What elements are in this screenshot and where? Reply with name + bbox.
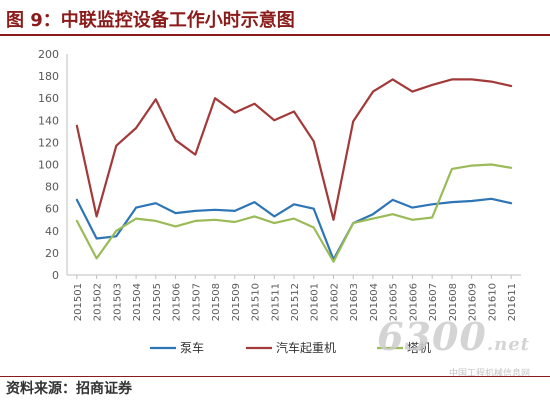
y-tick-label: 20: [45, 247, 59, 260]
legend-label: 泵车: [180, 340, 204, 355]
y-tick-label: 160: [38, 92, 59, 105]
x-tick-label: 201609: [468, 283, 479, 321]
watermark-logo-number: 6300: [377, 314, 487, 359]
x-tick-label: 201503: [112, 283, 123, 321]
x-tick-label: 201510: [251, 283, 262, 321]
x-tick-label: 201504: [132, 283, 143, 321]
footer-divider: [0, 376, 550, 377]
figure-title: 图 9：中联监控设备工作小时示意图: [6, 10, 295, 31]
x-tick-label: 201505: [152, 283, 163, 321]
y-tick-label: 80: [45, 181, 59, 194]
x-tick-label: 201512: [290, 283, 301, 321]
x-tick-label: 201507: [191, 283, 202, 321]
y-tick-label: 60: [45, 203, 59, 216]
series-line: [75, 163, 513, 263]
x-tick-label: 201509: [231, 283, 242, 321]
y-tick-label: 200: [38, 48, 59, 61]
x-tick-label: 201501: [73, 283, 84, 321]
x-tick-label: 201611: [507, 283, 518, 321]
source-note: 资料来源：招商证券: [6, 381, 132, 397]
title-bar: 图 9：中联监控设备工作小时示意图: [0, 0, 550, 34]
x-tick-label: 201601: [310, 283, 321, 321]
watermark: 6300.net 中国工程机械信息网: [377, 318, 530, 380]
legend-label: 塔机: [407, 341, 431, 355]
x-tick-label: 201511: [270, 283, 281, 321]
x-tick-label: 201502: [93, 283, 104, 321]
y-tick-label: 120: [38, 136, 59, 149]
line-chart: 0 20 40 60 80 100 120 140 160 180 200 201501 201502 2…: [38, 48, 521, 355]
y-tick-label: 140: [38, 114, 59, 127]
watermark-logo: 6300.net: [377, 318, 530, 364]
x-tick-label: 201608: [448, 283, 459, 321]
x-tick-label: 201606: [408, 283, 419, 321]
x-tick-label: 201506: [172, 283, 183, 321]
legend-label: 汽车起重机: [276, 340, 336, 355]
x-tick-label: 201508: [211, 283, 222, 321]
y-tick-label: 100: [38, 159, 59, 172]
x-tick-label: 201607: [428, 283, 439, 321]
x-tick-label: 201604: [369, 283, 380, 321]
x-tick-label: 201602: [329, 283, 340, 321]
y-tick-label: 40: [45, 225, 59, 238]
y-tick-label: 180: [38, 70, 59, 83]
series-line: [75, 197, 513, 261]
x-tick-label: 201610: [487, 283, 498, 321]
watermark-logo-suffix: .net: [486, 334, 530, 355]
watermark-subtitle: 中国工程机械信息网: [448, 369, 530, 379]
title-divider: [0, 34, 550, 36]
y-tick-label: 0: [52, 269, 59, 282]
x-tick-label: 201603: [349, 283, 360, 321]
series-line: [75, 78, 513, 221]
x-tick-label: 201605: [389, 283, 400, 321]
